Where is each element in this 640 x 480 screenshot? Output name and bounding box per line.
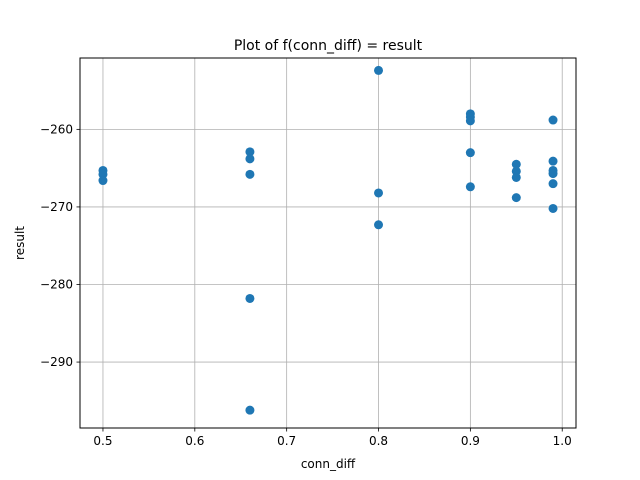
x-tick-label: 1.0 (553, 434, 572, 448)
data-point (548, 156, 558, 166)
y-axis-label: result (13, 226, 27, 260)
data-point (511, 193, 521, 203)
y-tick-label: −290 (40, 355, 73, 369)
y-tick-label: −280 (40, 277, 73, 291)
data-point (548, 115, 558, 125)
data-point (548, 169, 558, 179)
data-point (465, 116, 475, 126)
data-point (465, 148, 475, 158)
x-tick-label: 0.5 (93, 434, 112, 448)
data-point (511, 159, 521, 169)
chart-title: Plot of f(conn_diff) = result (234, 38, 423, 54)
data-point (374, 65, 384, 75)
grid-lines (80, 58, 576, 428)
data-point (245, 293, 255, 303)
data-point (548, 203, 558, 213)
y-tick-label: −260 (40, 122, 73, 136)
y-tick-label: −270 (40, 200, 73, 214)
data-point (98, 169, 108, 179)
plot-area (80, 58, 576, 428)
x-axis-label: conn_diff (301, 457, 356, 471)
data-point (465, 182, 475, 192)
data-point (98, 176, 108, 186)
data-point (245, 169, 255, 179)
data-points (98, 65, 558, 415)
x-tick-label: 0.9 (461, 434, 480, 448)
x-axis-ticks: 0.5 0.6 0.7 0.8 0.9 1.0 (93, 428, 572, 448)
y-axis-ticks: −260 −270 −280 −290 (40, 122, 80, 369)
data-point (245, 405, 255, 415)
data-point (374, 220, 384, 230)
data-point (374, 188, 384, 198)
data-point (548, 179, 558, 189)
data-point (511, 166, 521, 176)
data-point (245, 147, 255, 157)
x-tick-label: 0.8 (369, 434, 388, 448)
x-tick-label: 0.6 (185, 434, 204, 448)
axes-frame (79, 57, 577, 429)
x-tick-label: 0.7 (277, 434, 296, 448)
data-point (511, 172, 521, 182)
data-point (245, 154, 255, 164)
